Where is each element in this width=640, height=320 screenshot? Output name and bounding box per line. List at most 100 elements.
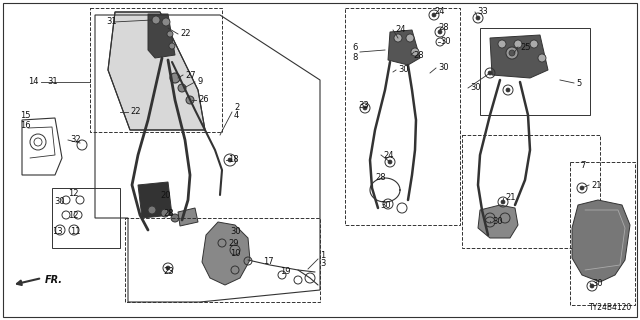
Text: 21: 21	[505, 194, 515, 203]
Text: 30: 30	[398, 66, 408, 75]
Text: 31: 31	[106, 18, 116, 27]
Bar	[570, 162, 635, 305]
Polygon shape	[572, 200, 630, 282]
Text: FR.: FR.	[45, 275, 63, 285]
Bar	[125, 218, 320, 302]
Text: 28: 28	[413, 51, 424, 60]
Circle shape	[509, 50, 515, 56]
Circle shape	[161, 209, 169, 217]
Text: 27: 27	[185, 70, 196, 79]
Bar	[345, 8, 460, 225]
Polygon shape	[108, 12, 205, 130]
Bar	[480, 28, 590, 115]
Text: 5: 5	[576, 78, 581, 87]
Polygon shape	[478, 205, 518, 238]
Text: TY24B4120: TY24B4120	[589, 303, 632, 312]
Circle shape	[501, 200, 505, 204]
Polygon shape	[388, 30, 420, 65]
Text: 21: 21	[591, 180, 602, 189]
Circle shape	[506, 88, 510, 92]
Text: 20: 20	[160, 191, 170, 201]
Text: 30: 30	[470, 84, 481, 92]
Circle shape	[152, 16, 160, 24]
Text: 33: 33	[358, 100, 369, 109]
Text: 24: 24	[395, 26, 406, 35]
Text: 9: 9	[197, 77, 202, 86]
Circle shape	[476, 16, 480, 20]
Text: 22: 22	[180, 29, 191, 38]
Text: 30: 30	[54, 197, 65, 206]
Text: 2: 2	[234, 103, 239, 113]
Polygon shape	[490, 35, 548, 78]
Circle shape	[514, 40, 522, 48]
Circle shape	[162, 18, 170, 26]
Circle shape	[488, 71, 492, 75]
Circle shape	[148, 206, 156, 214]
Circle shape	[411, 48, 419, 56]
Circle shape	[388, 160, 392, 164]
Text: 3: 3	[320, 259, 325, 268]
Circle shape	[167, 31, 173, 37]
Circle shape	[580, 186, 584, 190]
Circle shape	[169, 43, 175, 49]
Text: 29: 29	[228, 238, 239, 247]
Circle shape	[171, 214, 179, 222]
Text: 30: 30	[230, 228, 241, 236]
Text: 1: 1	[320, 251, 325, 260]
Circle shape	[590, 284, 594, 288]
Polygon shape	[178, 208, 198, 226]
Text: 15: 15	[20, 111, 31, 121]
Text: 30: 30	[440, 37, 451, 46]
Circle shape	[166, 266, 170, 270]
Text: 4: 4	[234, 111, 239, 121]
Text: 33: 33	[477, 7, 488, 17]
Polygon shape	[202, 222, 250, 285]
Text: 24: 24	[434, 7, 445, 17]
Text: 14: 14	[28, 77, 38, 86]
Circle shape	[228, 158, 232, 162]
Bar	[90, 8, 222, 132]
Circle shape	[406, 34, 414, 42]
Polygon shape	[138, 182, 172, 218]
Text: 19: 19	[280, 268, 291, 276]
Text: 16: 16	[20, 121, 31, 130]
Text: 31: 31	[47, 77, 58, 86]
Text: 28: 28	[375, 173, 386, 182]
Polygon shape	[148, 14, 175, 58]
Text: 30: 30	[380, 201, 390, 210]
Text: 28: 28	[438, 23, 449, 33]
Text: 12: 12	[68, 189, 79, 198]
Circle shape	[186, 96, 194, 104]
Text: 32: 32	[70, 135, 81, 145]
Circle shape	[498, 40, 506, 48]
Text: 12: 12	[68, 211, 79, 220]
Circle shape	[506, 47, 518, 59]
Circle shape	[182, 217, 188, 223]
Text: 7: 7	[580, 161, 586, 170]
Circle shape	[438, 30, 442, 34]
Circle shape	[363, 106, 367, 110]
Text: 18: 18	[228, 156, 239, 164]
Text: 13: 13	[52, 228, 63, 236]
Text: 11: 11	[70, 228, 81, 236]
Text: 30: 30	[492, 217, 502, 226]
Text: 17: 17	[263, 257, 274, 266]
Circle shape	[394, 34, 402, 42]
Circle shape	[538, 54, 546, 62]
Circle shape	[530, 40, 538, 48]
Text: 22: 22	[130, 108, 141, 116]
Text: 28: 28	[163, 209, 173, 218]
Text: 10: 10	[230, 250, 241, 259]
Bar	[52, 188, 120, 248]
Text: 6: 6	[352, 44, 357, 52]
Text: 30: 30	[592, 278, 603, 287]
Text: 8: 8	[352, 52, 357, 61]
Text: 26: 26	[198, 95, 209, 105]
Text: 30: 30	[438, 63, 449, 73]
Text: 25: 25	[520, 43, 531, 52]
Circle shape	[178, 84, 186, 92]
Text: 23: 23	[163, 267, 173, 276]
Text: 24: 24	[383, 150, 394, 159]
Circle shape	[170, 73, 180, 83]
Bar	[462, 135, 600, 248]
